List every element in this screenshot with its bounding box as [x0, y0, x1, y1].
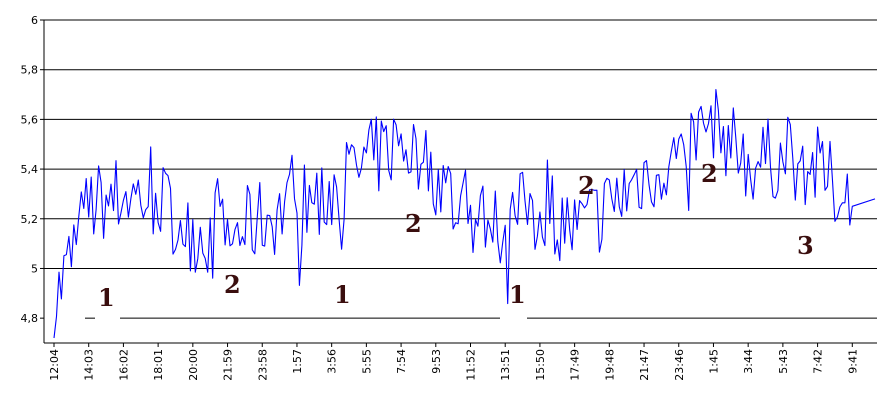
x-tick-label: 16:02	[117, 349, 130, 381]
x-tick-label: 23:46	[673, 349, 686, 381]
x-tick-label: 3:44	[742, 349, 755, 374]
x-tick-label: 21:59	[222, 349, 235, 381]
annotation-label: 3	[797, 231, 814, 260]
x-tick-label: 9:41	[846, 349, 859, 374]
annotation-label: 2	[701, 159, 718, 188]
y-tick-label: 5,6	[21, 113, 39, 126]
y-tick-label: 5	[31, 262, 38, 275]
y-tick-label: 4,8	[21, 312, 39, 325]
x-tick-label: 13:51	[499, 349, 512, 381]
x-tick-label: 5:55	[360, 349, 373, 374]
annotations-layer: 1 2 1 2 1 2 2 3	[98, 159, 814, 312]
annotation-label: 1	[98, 283, 115, 312]
x-tick-label: 9:53	[430, 349, 443, 374]
x-tick-label: 7:42	[812, 349, 825, 374]
annotation-label: 2	[578, 171, 595, 200]
series-layer	[53, 89, 876, 339]
x-tick-label: 7:54	[395, 349, 408, 374]
annotation-label: 1	[509, 280, 526, 309]
x-tick-label: 18:01	[152, 349, 165, 381]
x-tick-label: 15:50	[534, 349, 547, 381]
x-tick-label: 14:03	[83, 349, 96, 381]
x-tick-label: 20:00	[187, 349, 200, 381]
x-tick-label: 21:47	[638, 349, 651, 381]
annotation-label: 2	[405, 209, 422, 238]
y-tick-label: 5,2	[21, 213, 39, 226]
x-tick-label: 5:43	[777, 349, 790, 374]
x-tick-label: 12:04	[48, 349, 61, 381]
annotation-label: 2	[224, 270, 241, 299]
x-tick-labels: 12:04 14:03 16:02 18:01 20:00 21:59 23:58 1:57 3…	[48, 349, 859, 381]
y-tick-label: 5,8	[21, 64, 39, 77]
x-tick-label: 23:58	[256, 349, 269, 381]
x-tick-label: 19:48	[603, 349, 616, 381]
x-tick-label: 3:56	[326, 349, 339, 374]
x-tick-label: 11:52	[465, 349, 478, 381]
x-tick-label: 17:49	[569, 349, 582, 381]
y-tick-label: 6	[31, 14, 38, 27]
axes	[40, 19, 877, 347]
x-tick-label: 1:57	[291, 349, 304, 374]
gridlines	[44, 19, 877, 319]
x-tick-label: 1:45	[707, 349, 720, 374]
y-tick-labels: 4,8 5 5,2 5,4 5,6 5,8 6	[21, 14, 39, 325]
y-tick-label: 5,4	[21, 163, 39, 176]
series-line	[53, 89, 876, 339]
annotation-label: 1	[334, 280, 351, 309]
